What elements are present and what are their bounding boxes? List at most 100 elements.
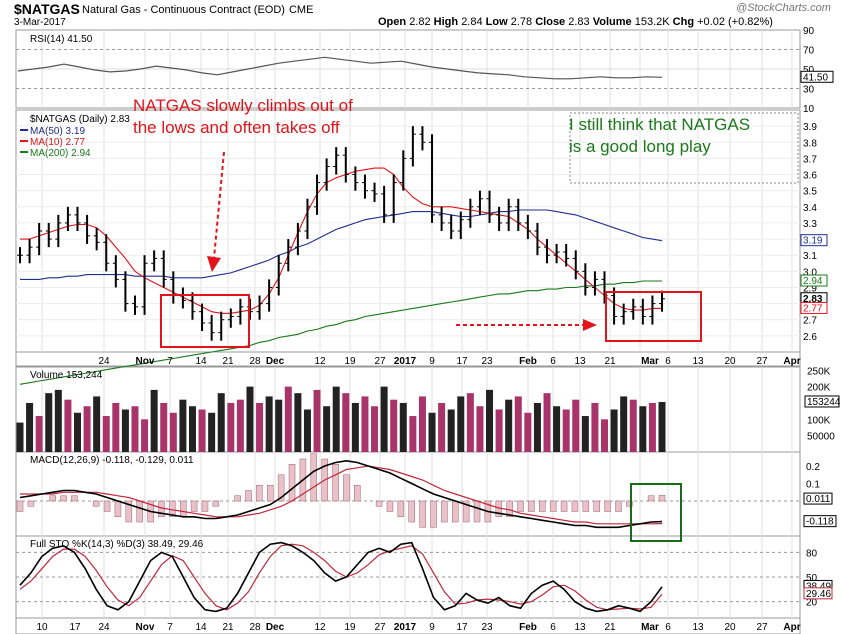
- volume-bar: [514, 396, 522, 452]
- open-label: Open: [378, 16, 407, 28]
- volume-bar: [93, 396, 101, 452]
- volume-tick: 250K: [807, 366, 831, 377]
- date-label-bottom: Dec: [266, 622, 285, 633]
- volume-bar: [390, 399, 398, 452]
- macd-line: [19, 459, 663, 529]
- volume-bar: [112, 402, 120, 452]
- macd-hist-bar: [310, 453, 318, 502]
- macd-hist-bar: [288, 464, 296, 502]
- macd-hist-bar: [658, 494, 666, 502]
- macd-hist-bar: [473, 500, 481, 523]
- chg-label: Chg: [672, 16, 695, 28]
- rsi-current-label: 41.50: [803, 72, 828, 83]
- volume-bar: [45, 393, 53, 452]
- annotation-green-line1: I still think that NATGAS: [569, 115, 751, 134]
- date-label-top: 21: [604, 356, 616, 367]
- high-value: 2.84: [461, 16, 483, 28]
- volume-bar: [351, 402, 359, 452]
- sto-tick: 50: [806, 573, 818, 584]
- volume-bar: [476, 406, 484, 452]
- volume-bar: [284, 386, 292, 452]
- volume-bar: [35, 416, 43, 452]
- high-label: High: [433, 16, 459, 28]
- arrow-down-head: [207, 256, 221, 272]
- date-label-top: 28: [249, 356, 261, 367]
- date-label-bottom: 23: [481, 622, 493, 633]
- rsi-title: RSI(14) 41.50: [30, 34, 93, 45]
- volume-bar: [160, 402, 168, 452]
- macd-tick: 0.2: [806, 462, 820, 473]
- volume-bar: [572, 399, 580, 452]
- macd-hist-bar: [16, 500, 24, 512]
- sto-k-label: 38.49: [806, 581, 831, 592]
- volume-bar: [16, 422, 24, 452]
- volume-bar: [64, 399, 72, 452]
- macd-hist-bar: [103, 500, 111, 512]
- annotation-box-mar: [605, 291, 702, 342]
- date-label-bottom: Nov: [136, 622, 155, 633]
- macd-hist-bar: [408, 500, 415, 523]
- macd-hist-bar: [201, 500, 209, 512]
- price-tick: 3.3: [803, 219, 817, 230]
- macd-hist-bar: [517, 500, 524, 512]
- macd-hist-bar: [441, 500, 448, 523]
- macd-hist-bar: [462, 500, 470, 523]
- price-tick: 3.1: [803, 251, 817, 262]
- date-label-top: 2017: [394, 356, 417, 367]
- volume-bar: [275, 399, 283, 452]
- macd-hist-bar: [27, 500, 35, 507]
- volume-bar: [26, 402, 34, 452]
- price-tick: 3.4: [803, 203, 817, 214]
- volume-bar: [543, 393, 551, 452]
- volume-bar: [131, 406, 139, 452]
- ma10-line: [20, 167, 662, 314]
- volume-bar: [591, 402, 599, 452]
- date-label-bottom: Feb: [519, 622, 537, 633]
- arrow-right-head: [583, 319, 597, 331]
- date-label-bottom: 27: [374, 622, 386, 633]
- macd-hist-bar: [71, 495, 78, 502]
- date-label-bottom: 9: [429, 622, 435, 633]
- price-marker-label: 3.19: [803, 236, 823, 247]
- date-strip-bottom: [15, 617, 801, 634]
- macd-hist-bar: [60, 495, 67, 502]
- low-value: 2.78: [510, 16, 533, 28]
- macd-hist-bar: [539, 500, 546, 512]
- instrument-description: Natural Gas - Continuous Contract (EOD): [82, 4, 285, 16]
- annotation-box-nov: [160, 294, 250, 348]
- date-label-top: 6: [665, 356, 671, 367]
- volume-value: 153.2K: [634, 16, 670, 28]
- volume-bar: [227, 402, 235, 452]
- macd-hist-bar: [125, 500, 133, 523]
- macd-hist-bar: [419, 500, 426, 528]
- volume-bar: [466, 393, 474, 452]
- macd-title: MACD(12,26,9) -0.118, -0.129, 0.011: [30, 455, 194, 466]
- sto-tick: 20: [806, 598, 818, 609]
- volume-bar: [380, 386, 388, 452]
- volume-bar: [121, 409, 129, 452]
- macd-hist-bar: [375, 500, 383, 507]
- volume-bar: [601, 419, 609, 452]
- macd-hist-label: 0.011: [806, 494, 831, 505]
- volume-tick: 50000: [807, 432, 835, 443]
- volume-bar: [371, 406, 379, 452]
- date-label-top: 20: [724, 356, 736, 367]
- macd-hist-bar: [604, 500, 611, 512]
- price-marker-label: 2.77: [803, 303, 823, 314]
- volume-bar: [399, 402, 407, 452]
- macd-hist-bar: [114, 500, 122, 517]
- date-label-bottom: 20: [724, 622, 736, 633]
- date-label-top: Dec: [266, 356, 285, 367]
- legend-ma200: MA(200) 2.94: [30, 148, 91, 159]
- chg-value: +0.02 (+0.82%): [697, 16, 773, 28]
- date-label-bottom: Apr: [783, 622, 800, 633]
- price-tick: 3.0: [803, 267, 817, 278]
- volume-bar: [486, 389, 494, 452]
- annotation-red: NATGAS slowly climbs out of the lows and…: [133, 95, 353, 139]
- sto-title: Full STO %K(14,3) %D(3) 38.49, 29.46: [30, 539, 204, 550]
- sto-d-line: [19, 543, 663, 611]
- macd-hist-bar: [179, 500, 187, 517]
- date-label-bottom: 13: [574, 622, 586, 633]
- volume-bar: [524, 412, 532, 452]
- annotation-red-line1: NATGAS slowly climbs out of: [133, 96, 353, 115]
